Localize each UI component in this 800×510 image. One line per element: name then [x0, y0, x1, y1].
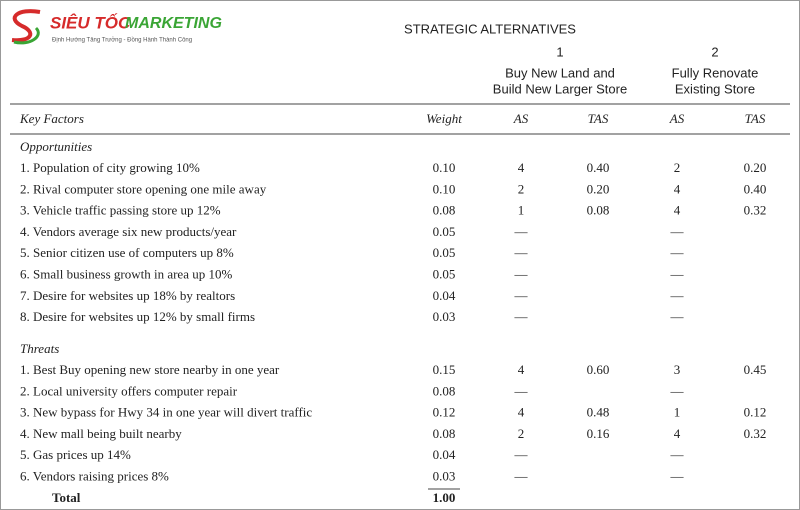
cell: 0.04	[433, 447, 456, 462]
cell: 0.15	[433, 362, 456, 377]
cell: —	[670, 266, 685, 281]
section-title: Threats	[20, 341, 59, 356]
factor: 8. Desire for websites up 12% by small f…	[20, 309, 255, 324]
factor: 5. Senior citizen use of computers up 8%	[20, 245, 234, 260]
cell: 4	[518, 405, 525, 420]
cell: 4	[674, 203, 681, 218]
cell: —	[514, 224, 529, 239]
factor: 3. Vehicle traffic passing store up 12%	[20, 203, 221, 218]
factor: 2. Rival computer store opening one mile…	[20, 181, 267, 196]
cell: 0.05	[433, 245, 456, 260]
cell: 4	[518, 362, 525, 377]
cell: —	[670, 224, 685, 239]
cell: 2	[674, 160, 681, 175]
cell: 1	[518, 203, 525, 218]
cell: 2	[518, 181, 525, 196]
cell: —	[514, 245, 529, 260]
cell: 0.12	[744, 405, 767, 420]
total-weight: 1.00	[433, 490, 456, 505]
cell: 0.10	[433, 160, 456, 175]
cell: 0.20	[587, 181, 610, 196]
cell: —	[514, 468, 529, 483]
cell: 0.08	[587, 203, 610, 218]
cell: 0.40	[744, 181, 767, 196]
logo-swoosh-green	[13, 26, 40, 45]
logo-brand: SIÊU TỐC	[50, 13, 131, 32]
alt-number: 1	[556, 44, 563, 59]
factor: 4. New mall being built nearby	[20, 426, 182, 441]
factor: 7. Desire for websites up 18% by realtor…	[20, 288, 235, 303]
cell: 0.45	[744, 362, 767, 377]
cell: 0.12	[433, 405, 456, 420]
cell: —	[514, 288, 529, 303]
logo-brand: MARKETING	[125, 15, 222, 32]
cell: —	[670, 468, 685, 483]
cell: 0.08	[433, 203, 456, 218]
cell: —	[670, 447, 685, 462]
logo-tagline: Định Hướng Tăng Trưởng - Đồng Hành Thành…	[52, 37, 192, 44]
factor: 1. Best Buy opening new store nearby in …	[20, 362, 280, 377]
total-label: Total	[52, 490, 81, 505]
column-header: Key Factors	[19, 111, 84, 126]
cell: —	[514, 266, 529, 281]
section-title: Opportunities	[20, 139, 92, 154]
alt-name: Existing Store	[675, 81, 755, 96]
cell: 3	[674, 362, 681, 377]
alt-number: 2	[711, 44, 718, 59]
cell: 0.60	[587, 362, 610, 377]
cell: 4	[674, 181, 681, 196]
alt-name: Buy New Land and	[505, 65, 615, 80]
factor: 1. Population of city growing 10%	[20, 160, 200, 175]
cell: 1	[674, 405, 681, 420]
cell: 0.08	[433, 426, 456, 441]
cell: 0.08	[433, 383, 456, 398]
logo-swoosh	[11, 9, 41, 43]
cell: 0.16	[587, 426, 610, 441]
cell: —	[670, 288, 685, 303]
cell: 0.40	[587, 160, 610, 175]
cell: 0.03	[433, 309, 456, 324]
alt-name: Fully Renovate	[672, 65, 759, 80]
header-title: STRATEGIC ALTERNATIVES	[404, 21, 576, 36]
cell: 0.48	[587, 405, 610, 420]
column-header: TAS	[745, 111, 766, 126]
column-header: TAS	[588, 111, 609, 126]
cell: 0.32	[744, 426, 767, 441]
cell: —	[514, 447, 529, 462]
column-header: AS	[513, 111, 529, 126]
column-header: AS	[669, 111, 685, 126]
cell: 0.04	[433, 288, 456, 303]
factor: 2. Local university offers computer repa…	[20, 383, 238, 398]
cell: 0.32	[744, 203, 767, 218]
factor: 5. Gas prices up 14%	[20, 447, 131, 462]
factor: 4. Vendors average six new products/year	[20, 224, 237, 239]
cell: 0.10	[433, 181, 456, 196]
alt-name: Build New Larger Store	[493, 81, 627, 96]
factor: 6. Small business growth in area up 10%	[20, 266, 232, 281]
cell: 4	[518, 160, 525, 175]
cell: 0.20	[744, 160, 767, 175]
cell: —	[514, 309, 529, 324]
cell: 4	[674, 426, 681, 441]
cell: 0.05	[433, 266, 456, 281]
factor: 6. Vendors raising prices 8%	[20, 468, 169, 483]
cell: —	[670, 383, 685, 398]
cell: 2	[518, 426, 525, 441]
cell: 0.05	[433, 224, 456, 239]
cell: 0.03	[433, 468, 456, 483]
cell: —	[670, 309, 685, 324]
cell: —	[514, 383, 529, 398]
cell: —	[670, 245, 685, 260]
factor: 3. New bypass for Hwy 34 in one year wil…	[20, 405, 312, 420]
column-header: Weight	[426, 111, 462, 126]
